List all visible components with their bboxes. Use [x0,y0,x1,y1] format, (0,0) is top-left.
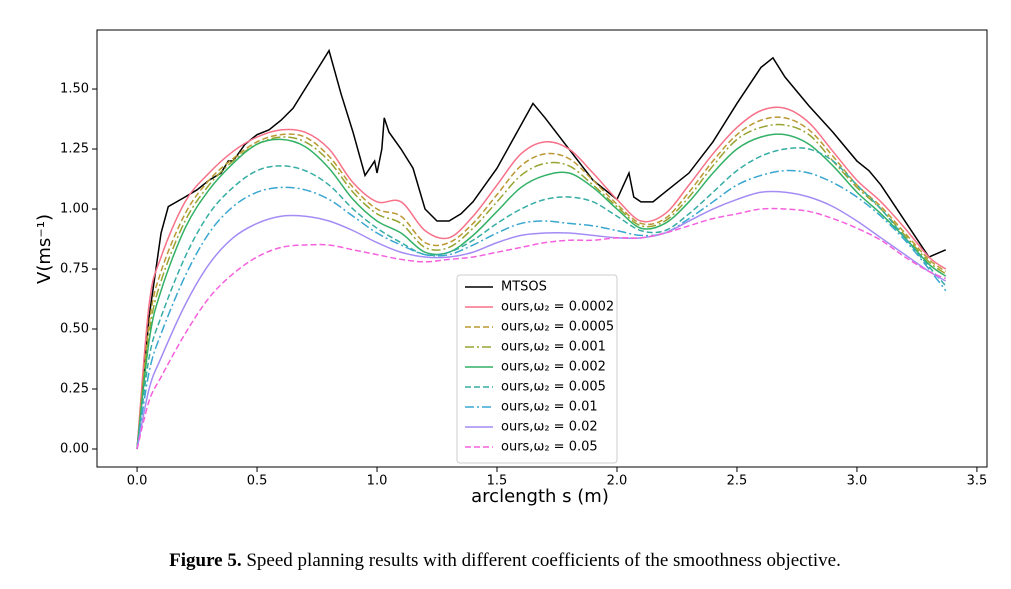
legend-label: ours,ω₂ = 0.0005 [501,320,614,335]
x-tick-label: 2.5 [727,474,748,489]
series-line [136,190,947,450]
y-tick-label: 0.50 [60,322,89,337]
caption-text: Speed planning results with different co… [246,550,841,571]
x-axis-label: arclength s (m) [471,486,609,507]
y-axis-label: V(ms⁻¹) [34,214,55,284]
y-tick-label: 1.00 [60,202,89,217]
legend-label: ours,ω₂ = 0.01 [501,400,598,415]
y-tick-label: 1.50 [60,82,89,97]
series-line [136,169,947,450]
plot-frame [96,29,988,468]
series-line [136,48,947,450]
x-tick-label: 1.0 [367,474,388,489]
legend-label: ours,ω₂ = 0.001 [501,340,606,355]
legend-label: MTSOS [501,280,547,295]
legend-label: ours,ω₂ = 0.05 [501,440,598,455]
x-tick-label: 3.5 [967,474,988,489]
y-tick-label: 0.00 [60,442,89,457]
x-tick-label: 0.5 [247,474,268,489]
legend-label: ours,ω₂ = 0.005 [501,380,606,395]
series-line [136,106,947,450]
series-line [136,116,947,450]
series-line [136,133,947,450]
legend-label: ours,ω₂ = 0.002 [501,360,606,375]
x-tick-label: 0.0 [127,474,148,489]
y-tick-label: 0.75 [60,262,89,277]
x-tick-label: 3.0 [847,474,868,489]
x-tick-label: 2.0 [607,474,628,489]
series-line [136,123,947,450]
caption-label: Figure 5. [169,550,241,571]
series-line [136,207,947,450]
legend-box [456,274,618,464]
legend-label: ours,ω₂ = 0.0002 [501,300,614,315]
y-tick-label: 0.25 [60,382,89,397]
caption: Figure 5. Speed planning results with di… [169,550,841,571]
series-line [136,147,947,450]
y-tick-label: 1.25 [60,142,89,157]
legend: MTSOS ours,ω₂ = 0.0002 ours,ω₂ = 0.0005 our… [456,274,618,464]
legend-label: ours,ω₂ = 0.02 [501,420,598,435]
x-tick-label: 1.5 [487,474,508,489]
